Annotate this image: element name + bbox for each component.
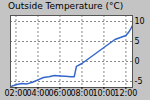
svg-text:5: 5: [135, 37, 140, 46]
svg-text:-5: -5: [135, 77, 143, 86]
svg-text:06:00: 06:00: [48, 89, 71, 98]
svg-text:10: 10: [135, 17, 145, 26]
svg-text:0: 0: [135, 57, 140, 66]
svg-text:02:00: 02:00: [4, 89, 27, 98]
svg-text:10:00: 10:00: [92, 89, 115, 98]
svg-text:04:00: 04:00: [26, 89, 49, 98]
html-text:Outside Temperature (°C): Outside Temperature (°C): [8, 1, 124, 11]
svg-text:08:00: 08:00: [70, 89, 93, 98]
svg-text:12:00: 12:00: [114, 89, 137, 98]
